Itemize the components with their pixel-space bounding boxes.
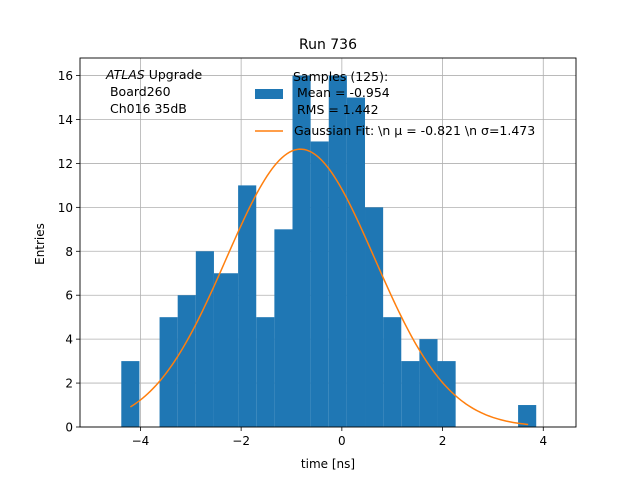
annotation-line-3: Ch016 35dB bbox=[106, 101, 187, 116]
histogram-bar-17 bbox=[518, 405, 537, 427]
annotation-line-2: Board260 bbox=[106, 84, 171, 99]
x-axis-label: time [ns] bbox=[301, 457, 355, 471]
y-tick-label-8: 16 bbox=[58, 69, 73, 83]
histogram-bar-15 bbox=[419, 339, 438, 427]
histogram-bar-12 bbox=[365, 207, 384, 427]
histogram-bar-11 bbox=[346, 97, 366, 428]
x-tick-label-1: −2 bbox=[232, 434, 250, 448]
histogram-bar-4 bbox=[213, 273, 239, 427]
y-tick-label-5: 10 bbox=[58, 201, 73, 215]
x-tick-label-0: −4 bbox=[132, 434, 150, 448]
histogram-bar-16 bbox=[437, 361, 456, 427]
histogram-bar-14 bbox=[401, 361, 420, 427]
legend-samples-line-3: RMS = 1.442 bbox=[293, 102, 379, 117]
histogram-bar-0 bbox=[121, 361, 140, 427]
atlas-annotation: ATLAS Upgrade Board260 Ch016 35dB bbox=[105, 67, 202, 116]
histogram-bar-1 bbox=[159, 317, 178, 427]
y-tick-label-3: 6 bbox=[65, 289, 73, 303]
x-tick-label-4: 4 bbox=[539, 434, 547, 448]
legend-fit-label: Gaussian Fit: \n μ = -0.821 \n σ=1.473 bbox=[294, 123, 535, 138]
x-tick-label-3: 2 bbox=[439, 434, 447, 448]
annotation-upgrade-word: Upgrade bbox=[145, 67, 203, 82]
y-tick-label-7: 14 bbox=[58, 113, 73, 127]
annotation-line-1: ATLAS Upgrade bbox=[105, 67, 202, 82]
histogram-bar-5 bbox=[238, 185, 257, 427]
y-axis-ticks: 0 2 4 6 8 10 12 14 16 bbox=[58, 69, 80, 435]
annotation-atlas-word: ATLAS bbox=[105, 67, 145, 82]
y-tick-label-1: 2 bbox=[65, 377, 73, 391]
histogram-bar-7 bbox=[274, 229, 293, 427]
plot-frame bbox=[79, 57, 577, 428]
y-tick-label-2: 4 bbox=[65, 333, 73, 347]
legend-samples-swatch bbox=[255, 89, 283, 99]
legend-samples-line-2: Mean = -0.954 bbox=[293, 85, 390, 100]
histogram-bar-8 bbox=[292, 75, 311, 428]
y-axis-label: Entries bbox=[33, 223, 47, 265]
histogram-bar-2 bbox=[177, 295, 196, 427]
x-tick-label-2: 0 bbox=[338, 434, 346, 448]
x-axis-ticks: −4 −2 0 2 4 bbox=[132, 427, 547, 448]
histogram-bar-10 bbox=[328, 75, 347, 428]
gaussian-fit-curve bbox=[129, 148, 529, 426]
y-tick-label-6: 12 bbox=[58, 157, 73, 171]
histogram-bar-13 bbox=[383, 317, 402, 427]
y-tick-label-0: 0 bbox=[65, 421, 73, 435]
legend: Samples (125): Mean = -0.954 RMS = 1.442… bbox=[255, 69, 535, 138]
chart-title: Run 736 bbox=[299, 37, 357, 53]
histogram-bar-6 bbox=[256, 317, 275, 427]
histogram-bar-9 bbox=[310, 141, 329, 427]
y-tick-label-4: 8 bbox=[65, 245, 73, 259]
histogram-bar-3 bbox=[195, 251, 214, 427]
legend-samples-line-1: Samples (125): bbox=[293, 69, 388, 84]
